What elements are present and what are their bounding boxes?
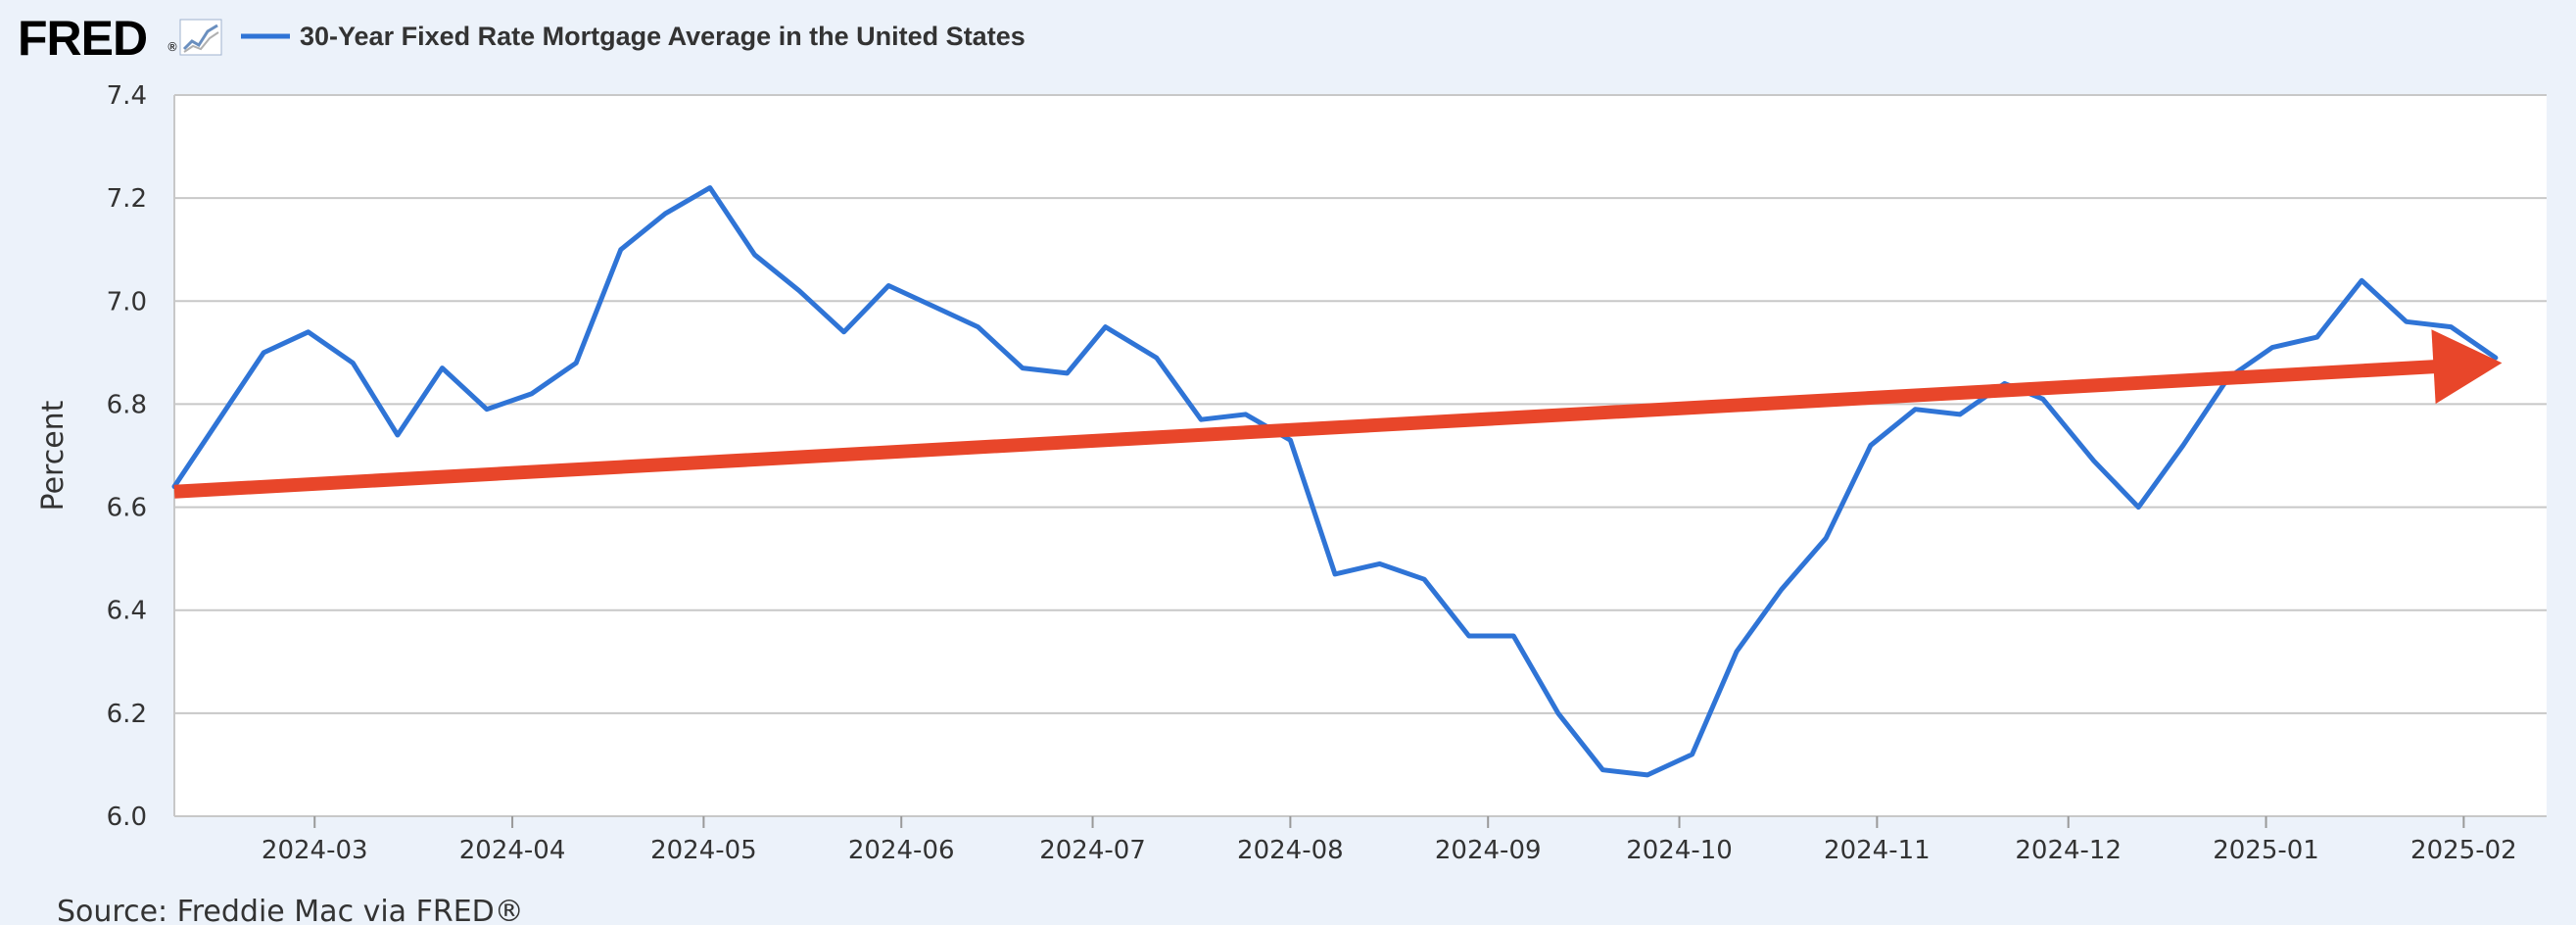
legend-label: 30-Year Fixed Rate Mortgage Average in t… [300, 22, 1026, 51]
y-tick-label: 7.0 [107, 287, 147, 316]
x-tick-label: 2024-03 [262, 836, 368, 865]
y-axis-title: Percent [36, 400, 71, 511]
x-tick-label: 2024-07 [1039, 836, 1146, 865]
fred-logo[interactable]: FRED ® [18, 11, 222, 66]
logo-text: FRED [18, 11, 147, 66]
x-tick-label: 2024-11 [1824, 836, 1931, 865]
trend-arrow-shaft [173, 360, 2438, 499]
x-axis: 2024-03 2024-04 2024-05 2024-06 2024-07 2024-… [173, 95, 2547, 865]
y-tick-label: 7.2 [107, 184, 147, 214]
legend: 30-Year Fixed Rate Mortgage Average in t… [241, 22, 1026, 51]
x-tick-label: 2024-10 [1626, 836, 1733, 865]
x-tick-label: 2024-04 [459, 836, 566, 865]
y-tick-label: 7.4 [107, 81, 147, 111]
x-tick-label: 2024-09 [1435, 836, 1542, 865]
logo-registered-mark: ® [167, 40, 178, 54]
y-tick-label: 6.2 [107, 700, 147, 729]
x-tick-label: 2024-12 [2015, 836, 2122, 865]
series-layer [171, 185, 2499, 778]
x-tick-label: 2024-08 [1237, 836, 1344, 865]
y-tick-label: 6.0 [107, 803, 147, 832]
fred-chart-icon [179, 19, 222, 56]
source-note: Source: Freddie Mac via FRED® [57, 895, 524, 925]
x-tick-label: 2024-05 [650, 836, 757, 865]
y-tick-label: 6.8 [107, 390, 147, 419]
y-tick-label: 6.6 [107, 494, 147, 523]
y-axis-ticks: 6.0 6.2 6.4 6.6 6.8 7.0 7.2 7.4 [107, 81, 147, 832]
x-tick-label: 2025-01 [2213, 836, 2319, 865]
series-line [171, 185, 2499, 778]
plot-area [174, 95, 2547, 816]
y-tick-label: 6.4 [107, 597, 147, 626]
x-tick-label: 2025-02 [2410, 836, 2517, 865]
trend-arrow-head [2431, 329, 2503, 405]
x-tick-label: 2024-06 [848, 836, 955, 865]
annotation-layer [173, 329, 2503, 499]
